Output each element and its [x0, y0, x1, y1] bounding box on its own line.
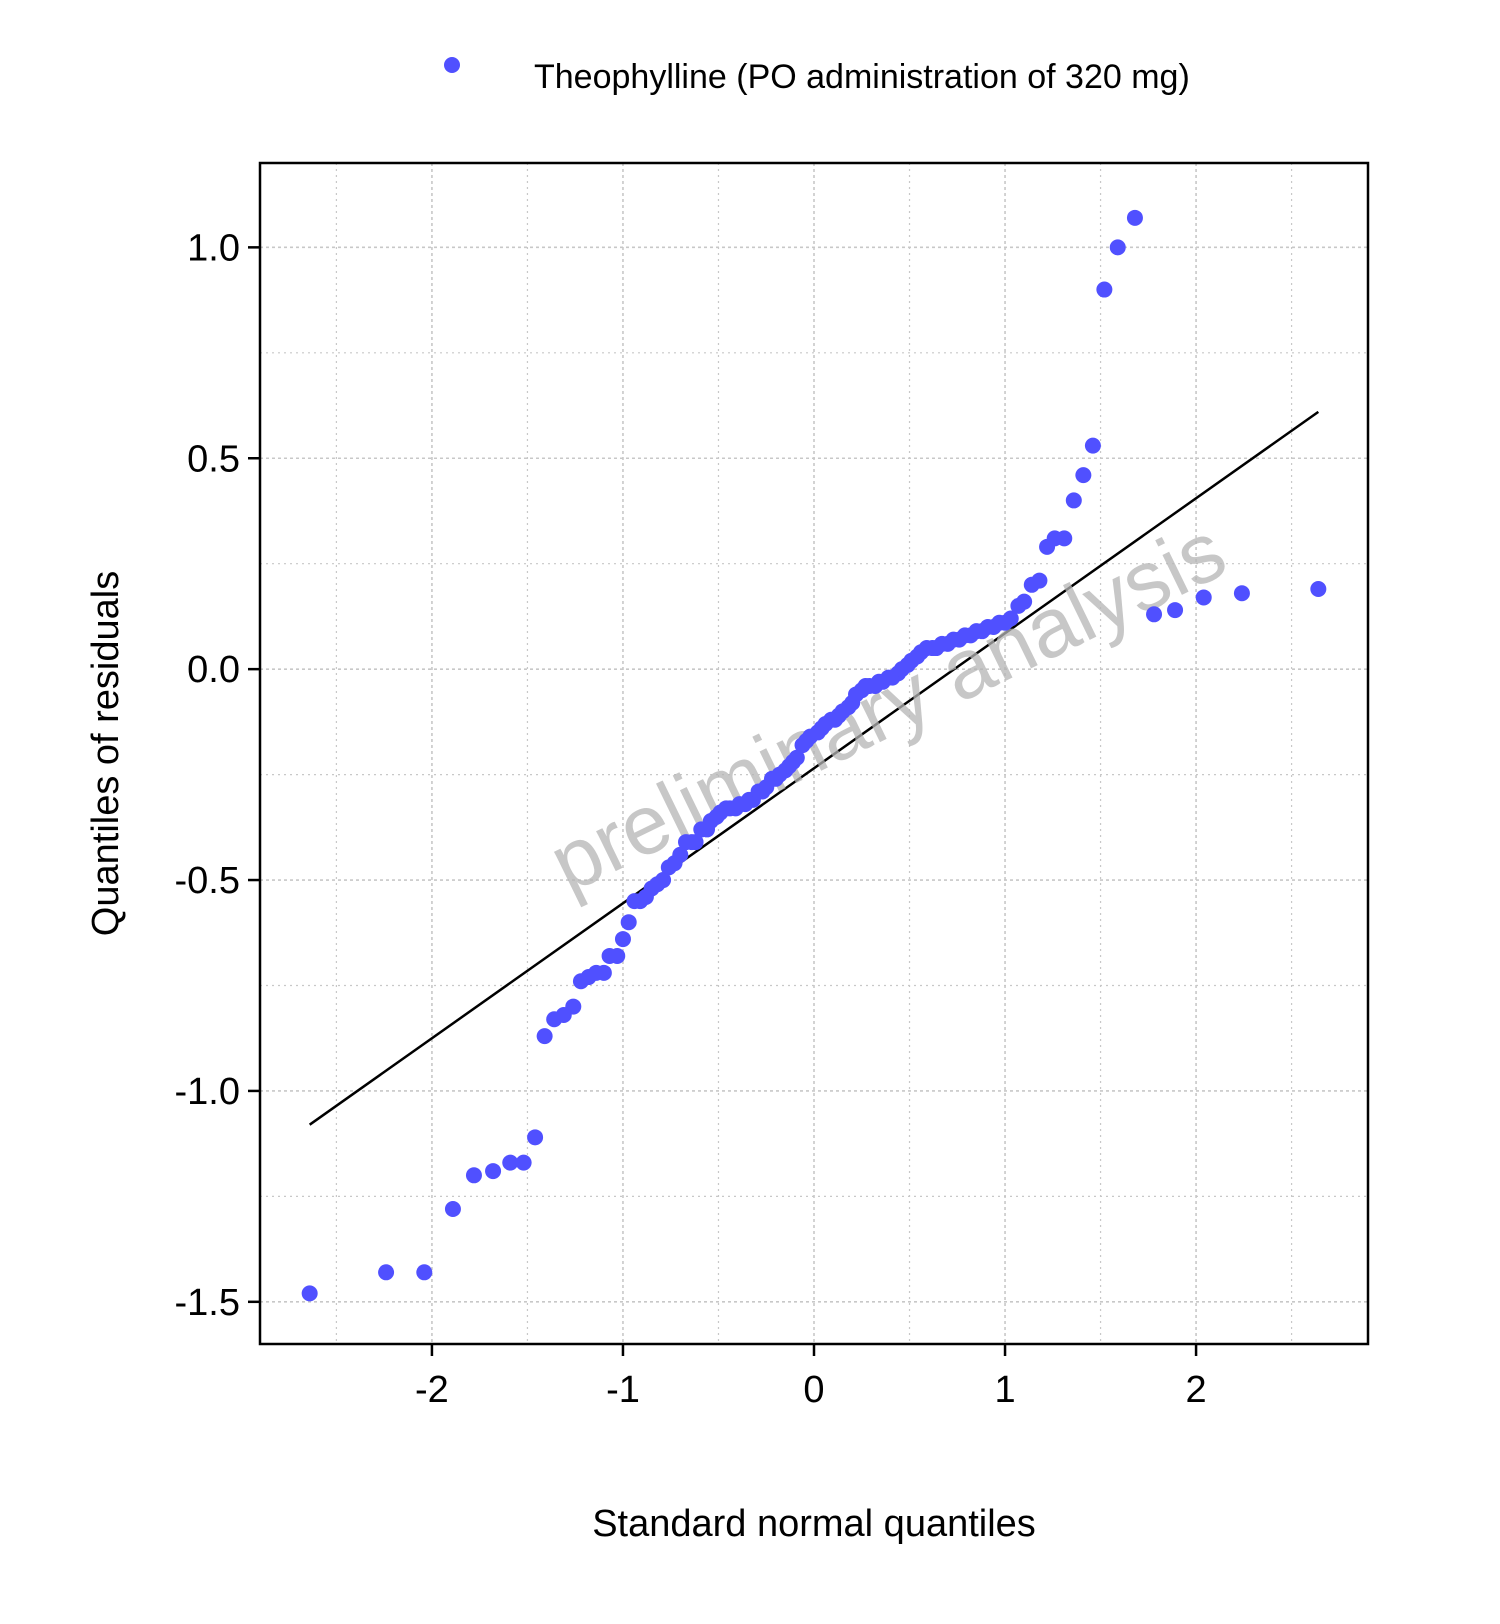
data-point	[620, 914, 637, 931]
x-tick-label: -2	[415, 1369, 449, 1411]
data-point	[1084, 437, 1101, 454]
x-tick-label: 0	[803, 1369, 824, 1411]
y-axis-ticks: -1.5 -1.0 -0.5 0.0 0.5 1.0	[175, 227, 260, 1324]
data-point	[527, 1129, 544, 1146]
data-point	[1233, 585, 1250, 602]
data-point	[565, 998, 582, 1015]
data-point	[536, 1028, 553, 1045]
data-point	[1016, 593, 1033, 610]
legend-label: Theophylline (PO administration of 320 m…	[534, 58, 1190, 96]
data-point	[1075, 467, 1092, 484]
data-point	[1146, 606, 1163, 623]
x-axis-ticks: -2 -1 0 1 2	[415, 1344, 1207, 1411]
x-tick-label: 1	[994, 1369, 1015, 1411]
y-axis-title: Quantiles of residuals	[85, 571, 127, 936]
data-points	[301, 209, 1327, 1302]
y-tick-label: -1.0	[175, 1071, 240, 1113]
legend: Theophylline (PO administration of 320 m…	[444, 57, 1190, 96]
data-point	[465, 1167, 482, 1184]
reference-line	[308, 410, 1320, 1126]
data-point	[687, 834, 704, 851]
data-point	[1109, 239, 1126, 256]
data-point	[485, 1163, 502, 1180]
legend-marker	[444, 57, 460, 73]
data-point	[515, 1154, 532, 1171]
y-tick-label: -0.5	[175, 860, 240, 902]
data-point	[788, 749, 805, 766]
data-point	[416, 1264, 433, 1281]
data-point	[1056, 530, 1073, 547]
y-tick-label: 0.0	[187, 649, 240, 691]
data-point	[1126, 209, 1143, 226]
data-point	[614, 931, 631, 948]
x-axis-title: Standard normal quantiles	[592, 1503, 1036, 1545]
data-point	[301, 1285, 318, 1302]
data-point	[1096, 281, 1113, 298]
data-point	[609, 947, 626, 964]
x-tick-label: -1	[606, 1369, 640, 1411]
data-point	[655, 872, 672, 889]
data-point	[1310, 581, 1327, 598]
y-tick-label: 1.0	[187, 227, 240, 269]
y-tick-label: -1.5	[175, 1282, 240, 1324]
data-point	[1031, 572, 1048, 589]
watermark: preliminary analysis	[535, 502, 1239, 910]
data-point	[595, 964, 612, 981]
data-point	[444, 1201, 461, 1218]
data-point	[672, 846, 689, 863]
data-point	[1002, 610, 1019, 627]
grid	[260, 163, 1368, 1344]
data-point	[1167, 602, 1184, 619]
data-point	[502, 1154, 519, 1171]
data-point	[378, 1264, 395, 1281]
x-tick-label: 2	[1185, 1369, 1206, 1411]
reference-line-group	[308, 410, 1320, 1126]
data-point	[1195, 589, 1212, 606]
data-point	[1065, 492, 1082, 509]
y-tick-label: 0.5	[187, 438, 240, 480]
